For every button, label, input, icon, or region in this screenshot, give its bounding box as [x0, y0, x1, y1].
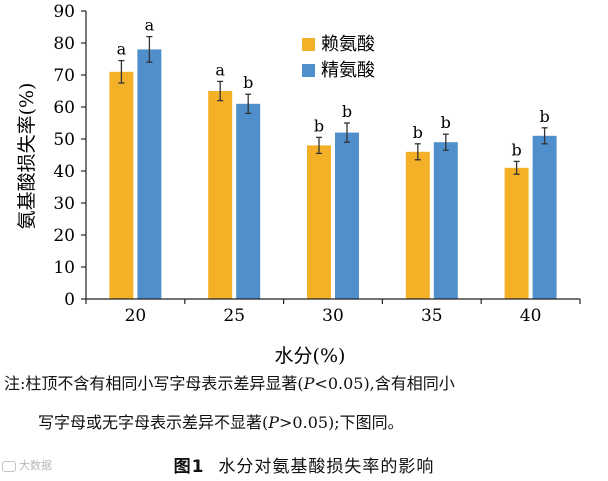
y-tick-label: 20 — [53, 226, 75, 246]
figure-title: 水分对氨基酸损失率的影响 — [218, 457, 435, 477]
x-tick-label: 35 — [421, 306, 443, 326]
footnote-line-1: 注:柱顶不含有相同小写字母表示差异显著(P<0.05),含有相同小 — [4, 373, 455, 395]
watermark-text: 大数据 — [19, 459, 52, 472]
p-symbol: P — [303, 374, 315, 393]
footnote-line-2: 写字母或无字母表示差异不显著(P>0.05);下图同。 — [38, 412, 404, 434]
watermark: 大数据 — [2, 457, 52, 473]
footnote-text: 写字母或无字母表示差异不显著( — [38, 413, 269, 432]
bar — [137, 49, 162, 300]
bar — [405, 151, 430, 299]
significance-label: b — [413, 123, 423, 142]
bar — [504, 167, 529, 299]
figure-number: 图1 — [173, 457, 205, 477]
bar — [307, 145, 331, 299]
footnote-text: >0.05);下图同。 — [279, 413, 404, 432]
y-tick-label: 50 — [53, 130, 75, 150]
bar — [208, 91, 233, 299]
x-tick-label: 40 — [520, 306, 542, 326]
x-tick-label: 20 — [125, 306, 147, 326]
bar — [109, 71, 134, 299]
y-tick-label: 90 — [53, 2, 75, 22]
significance-label: b — [539, 107, 549, 126]
footnote-text: <0.05),含有相同小 — [314, 374, 455, 393]
y-tick-label: 0 — [64, 290, 75, 310]
legend-label: 赖氨酸 — [321, 34, 375, 55]
significance-label: b — [342, 102, 352, 121]
significance-label: b — [441, 113, 451, 132]
legend-swatch — [302, 64, 315, 77]
p-symbol: P — [268, 413, 280, 432]
x-tick-label: 30 — [322, 306, 344, 326]
camera-icon — [2, 460, 16, 472]
significance-label: b — [243, 73, 253, 92]
y-axis-ticks: 0 10 20 30 40 50 60 70 80 90 — [53, 2, 86, 310]
y-axis-label: 氨基酸损失率(%) — [16, 83, 38, 230]
significance-label: a — [215, 60, 225, 79]
significance-label: b — [511, 140, 521, 159]
y-tick-label: 40 — [53, 162, 75, 182]
bar — [236, 103, 261, 299]
y-tick-label: 30 — [53, 194, 75, 214]
bar — [433, 142, 458, 299]
footnote-text: 注:柱顶不含有相同小写字母表示差异显著( — [4, 374, 304, 393]
figure-caption: 图1 水分对氨基酸损失率的影响 — [0, 452, 608, 477]
x-axis-ticks: 20 25 30 35 40 — [85, 299, 581, 326]
significance-label: a — [145, 16, 155, 35]
y-tick-label: 60 — [53, 98, 75, 118]
y-tick-label: 70 — [53, 66, 75, 86]
x-tick-label: 25 — [223, 306, 245, 326]
legend-label: 精氨酸 — [321, 60, 375, 81]
bar — [532, 135, 557, 299]
significance-label: a — [117, 40, 127, 59]
y-tick-label: 80 — [53, 34, 75, 54]
significance-label: b — [314, 116, 324, 135]
x-axis-label: 水分(%) — [275, 345, 346, 367]
legend-swatch — [302, 38, 315, 51]
bar — [335, 132, 359, 299]
y-tick-label: 10 — [53, 258, 75, 278]
